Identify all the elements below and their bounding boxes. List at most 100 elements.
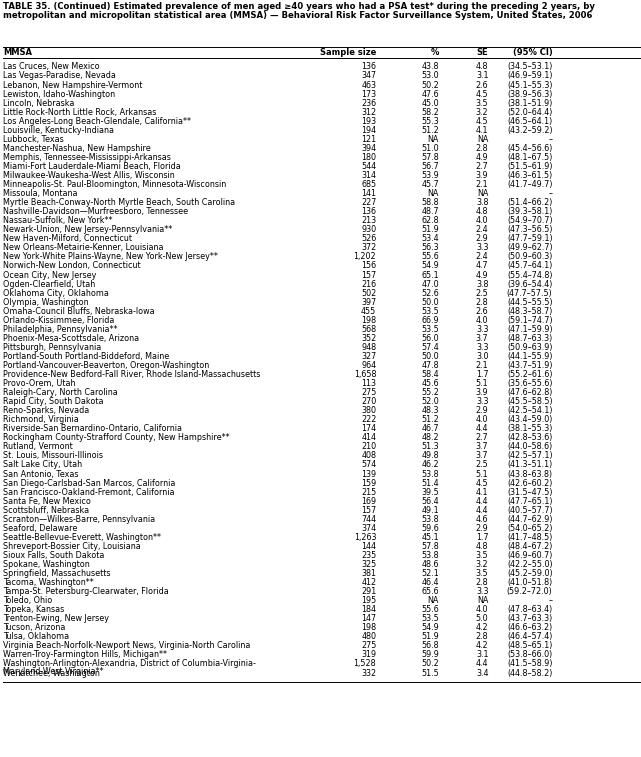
Text: 2.1: 2.1 (476, 361, 488, 370)
Text: Pittsburgh, Pennsylvania: Pittsburgh, Pennsylvania (3, 343, 101, 352)
Text: 216: 216 (361, 279, 376, 288)
Text: –: – (549, 189, 553, 198)
Text: (48.4–67.2): (48.4–67.2) (507, 542, 553, 551)
Text: 3.7: 3.7 (476, 442, 488, 451)
Text: (47.7–57.5): (47.7–57.5) (507, 288, 553, 298)
Text: 502: 502 (361, 288, 376, 298)
Text: 173: 173 (361, 89, 376, 98)
Text: Minneapolis-St. Paul-Bloomington, Minnesota-Wisconsin: Minneapolis-St. Paul-Bloomington, Minnes… (3, 180, 226, 189)
Text: (55.2–61.6): (55.2–61.6) (507, 370, 553, 379)
Text: 121: 121 (361, 135, 376, 144)
Text: %: % (431, 48, 439, 57)
Text: (48.3–58.7): (48.3–58.7) (507, 307, 553, 316)
Text: Los Angeles-Long Beach-Glendale, California**: Los Angeles-Long Beach-Glendale, Califor… (3, 117, 191, 126)
Text: 4.5: 4.5 (476, 117, 488, 126)
Text: (50.9–60.3): (50.9–60.3) (507, 252, 553, 261)
Text: Orlando-Kissimmee, Florida: Orlando-Kissimmee, Florida (3, 316, 115, 325)
Text: Nashville-Davidson—Murfreesboro, Tennessee: Nashville-Davidson—Murfreesboro, Tenness… (3, 207, 188, 217)
Text: 169: 169 (361, 497, 376, 506)
Text: Ocean City, New Jersey: Ocean City, New Jersey (3, 270, 97, 279)
Text: Ogden-Clearfield, Utah: Ogden-Clearfield, Utah (3, 279, 96, 288)
Text: 394: 394 (361, 144, 376, 153)
Text: 2.8: 2.8 (476, 144, 488, 153)
Text: 1.7: 1.7 (476, 533, 488, 542)
Text: Raleigh-Cary, North Carolina: Raleigh-Cary, North Carolina (3, 388, 118, 397)
Text: (38.1–51.9): (38.1–51.9) (507, 98, 553, 107)
Text: 744: 744 (361, 515, 376, 524)
Text: 50.0: 50.0 (422, 298, 439, 307)
Text: 455: 455 (361, 307, 376, 316)
Text: (59.1–74.7): (59.1–74.7) (507, 316, 553, 325)
Text: 3.4: 3.4 (476, 668, 488, 678)
Text: 4.4: 4.4 (476, 659, 488, 668)
Text: NA: NA (477, 189, 488, 198)
Text: 275: 275 (361, 641, 376, 650)
Text: (50.9–63.9): (50.9–63.9) (507, 343, 553, 352)
Text: 4.8: 4.8 (476, 542, 488, 551)
Text: 5.0: 5.0 (476, 614, 488, 623)
Text: 156: 156 (361, 261, 376, 270)
Text: 51.0: 51.0 (422, 144, 439, 153)
Text: 312: 312 (361, 107, 376, 117)
Text: (41.5–58.9): (41.5–58.9) (507, 659, 553, 668)
Text: 56.3: 56.3 (422, 244, 439, 252)
Text: 3.2: 3.2 (476, 560, 488, 569)
Text: Virginia Beach-Norfolk-Newport News, Virginia-North Carolina: Virginia Beach-Norfolk-Newport News, Vir… (3, 641, 251, 650)
Text: 58.4: 58.4 (422, 370, 439, 379)
Text: 174: 174 (361, 424, 376, 433)
Text: (52.0–64.4): (52.0–64.4) (507, 107, 553, 117)
Text: 4.5: 4.5 (476, 89, 488, 98)
Text: 56.0: 56.0 (422, 334, 439, 343)
Text: (45.4–56.6): (45.4–56.6) (507, 144, 553, 153)
Text: 2.5: 2.5 (476, 460, 488, 469)
Text: 4.8: 4.8 (476, 207, 488, 217)
Text: 53.4: 53.4 (422, 235, 439, 243)
Text: (45.1–55.3): (45.1–55.3) (507, 80, 553, 89)
Text: 2.4: 2.4 (476, 226, 488, 234)
Text: –: – (549, 135, 553, 144)
Text: (44.7–62.9): (44.7–62.9) (507, 515, 553, 524)
Text: Rockingham County-Strafford County, New Hampshire**: Rockingham County-Strafford County, New … (3, 433, 230, 442)
Text: Provo-Orem, Utah: Provo-Orem, Utah (3, 379, 76, 388)
Text: (41.0–51.8): (41.0–51.8) (507, 578, 553, 587)
Text: 3.7: 3.7 (476, 451, 488, 460)
Text: 49.1: 49.1 (422, 506, 439, 515)
Text: 66.9: 66.9 (422, 316, 439, 325)
Text: 47.8: 47.8 (422, 361, 439, 370)
Text: (47.1–59.9): (47.1–59.9) (507, 325, 553, 334)
Text: 43.8: 43.8 (422, 63, 439, 71)
Text: TABLE 35. (Continued) Estimated prevalence of men aged ≥40 years who had a PSA t: TABLE 35. (Continued) Estimated prevalen… (3, 2, 595, 11)
Text: San Antonio, Texas: San Antonio, Texas (3, 469, 79, 478)
Text: 139: 139 (361, 469, 376, 478)
Text: (49.9–62.7): (49.9–62.7) (507, 244, 553, 252)
Text: 463: 463 (362, 80, 376, 89)
Text: 157: 157 (361, 506, 376, 515)
Text: 2.8: 2.8 (476, 298, 488, 307)
Text: (45.5–58.5): (45.5–58.5) (507, 397, 553, 407)
Text: 53.8: 53.8 (422, 515, 439, 524)
Text: (54.9–70.7): (54.9–70.7) (507, 217, 553, 226)
Text: 4.2: 4.2 (476, 641, 488, 650)
Text: 4.1: 4.1 (476, 126, 488, 135)
Text: (40.5–57.7): (40.5–57.7) (507, 506, 553, 515)
Text: (47.3–56.5): (47.3–56.5) (507, 226, 553, 234)
Text: Nassau-Suffolk, New York**: Nassau-Suffolk, New York** (3, 217, 113, 226)
Text: Olympia, Washington: Olympia, Washington (3, 298, 89, 307)
Text: 347: 347 (361, 71, 376, 80)
Text: 45.1: 45.1 (422, 533, 439, 542)
Text: 58.8: 58.8 (422, 198, 439, 207)
Text: 3.5: 3.5 (476, 569, 488, 578)
Text: (95% CI): (95% CI) (513, 48, 553, 57)
Text: New York-White Plains-Wayne, New York-New Jersey**: New York-White Plains-Wayne, New York-Ne… (3, 252, 218, 261)
Text: 352: 352 (361, 334, 376, 343)
Text: 227: 227 (361, 198, 376, 207)
Text: Seattle-Bellevue-Everett, Washington**: Seattle-Bellevue-Everett, Washington** (3, 533, 161, 542)
Text: 4.4: 4.4 (476, 506, 488, 515)
Text: 3.1: 3.1 (476, 650, 488, 659)
Text: (35.6–55.6): (35.6–55.6) (507, 379, 553, 388)
Text: (47.7–65.1): (47.7–65.1) (507, 497, 553, 506)
Text: 65.6: 65.6 (422, 587, 439, 596)
Text: 180: 180 (362, 153, 376, 162)
Text: (42.5–54.1): (42.5–54.1) (507, 407, 553, 415)
Text: 194: 194 (361, 126, 376, 135)
